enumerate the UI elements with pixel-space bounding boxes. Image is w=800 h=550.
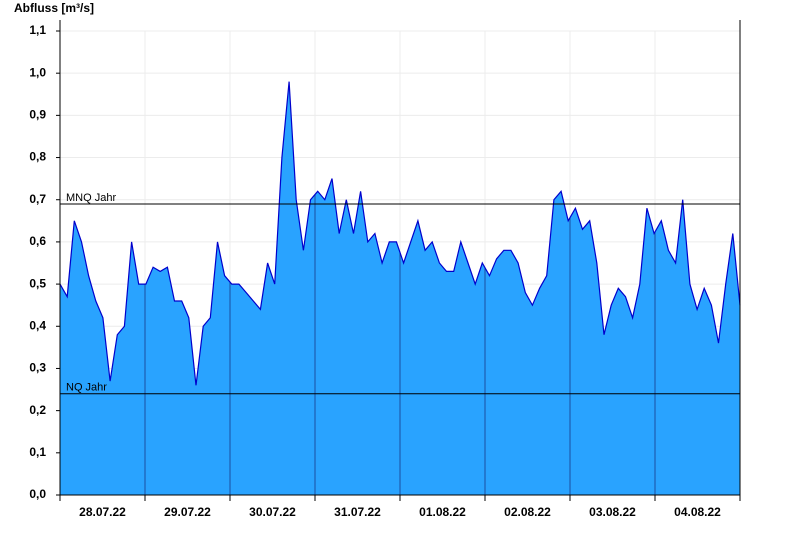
- x-tick-label: 01.08.22: [419, 505, 466, 519]
- line: [59, 81, 741, 386]
- y-tick-label: 0,3: [29, 361, 46, 375]
- x-tick-label: 31.07.22: [334, 505, 381, 519]
- y-tick-label: 1,1: [29, 23, 46, 37]
- y-tick-label: 0,9: [29, 108, 46, 122]
- y-tick-label: 0,2: [29, 403, 46, 417]
- y-tick-label: 0,5: [29, 276, 46, 290]
- y-tick-label: 0,6: [29, 234, 46, 248]
- y-tick-label: 0,7: [29, 192, 46, 206]
- y-tick-label: 0,4: [29, 318, 46, 332]
- x-tick-label: 29.07.22: [164, 505, 211, 519]
- reference-label: NQ Jahr: [66, 382, 107, 394]
- y-tick-label: 0,8: [29, 150, 46, 164]
- x-tick-label: 04.08.22: [674, 505, 721, 519]
- reference-label: MNQ Jahr: [66, 192, 116, 204]
- x-tick-label: 30.07.22: [249, 505, 296, 519]
- x-tick-label: 03.08.22: [589, 505, 636, 519]
- y-tick-label: 1,0: [29, 65, 46, 79]
- y-tick-label: 0,1: [29, 445, 46, 459]
- x-tick-label: 28.07.22: [79, 505, 126, 519]
- y-tick-label: 0,0: [29, 487, 46, 501]
- chart-title: Abfluss [m³/s]: [14, 1, 94, 15]
- x-tick-label: 02.08.22: [504, 505, 551, 519]
